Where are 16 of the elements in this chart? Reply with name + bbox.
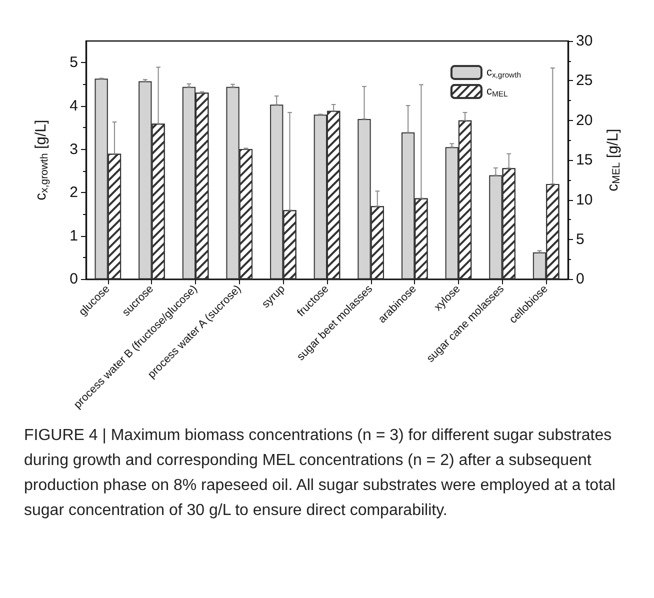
y2-axis-title: cMEL [g/L] <box>604 128 622 192</box>
y2-tick-label: 30 <box>576 32 593 50</box>
y-tick-label: 4 <box>70 97 78 114</box>
y2-tick-label: 0 <box>576 270 584 288</box>
y2-tick-label: 15 <box>576 152 593 169</box>
y2-tick-label: 5 <box>576 231 584 248</box>
y-tick-label: 3 <box>70 140 78 158</box>
y-tick-label: 0 <box>70 270 78 288</box>
y2-tick-label: 20 <box>576 112 593 129</box>
y-axis-title: cx,growth [g/L] <box>32 120 50 200</box>
y-tick-label: 2 <box>70 184 78 202</box>
y2-tick-label: 25 <box>576 72 593 90</box>
y-tick-label: 5 <box>70 54 78 72</box>
y2-tick-label: 10 <box>576 191 593 208</box>
caption: FIGURE 4 | Maximum biomass concentrations (n = 3) for different sugar substrates during growth and corresponding MEL concentrations (n = 2) after a subsequent production phase on 8% rapeseed oil. All sugar substrates were employed at a total sugar concentration of 30 g/L to ensure direct comparability. <box>23 426 616 521</box>
y-tick-label: 1 <box>70 227 78 244</box>
